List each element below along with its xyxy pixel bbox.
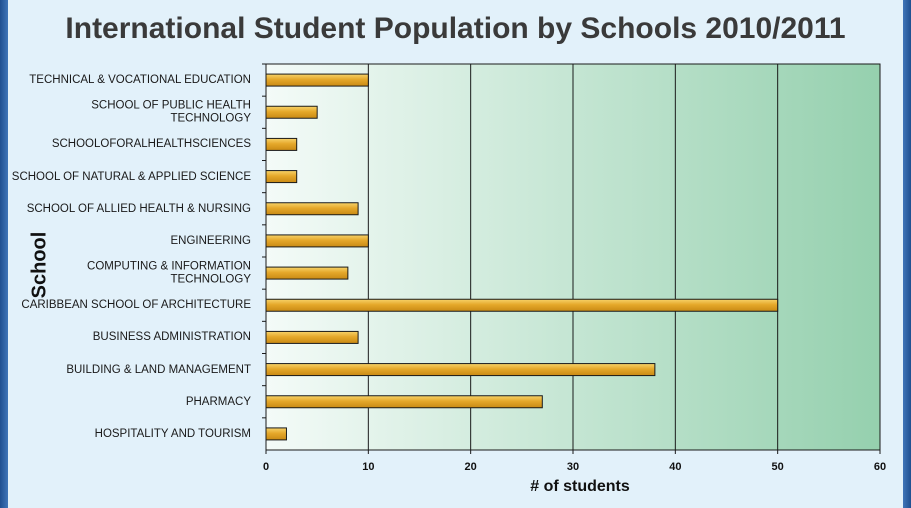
category-label: HOSPITALITY AND TOURISM (94, 427, 251, 440)
category-label: PHARMACY (185, 395, 251, 408)
chart-title: International Student Population by Scho… (65, 12, 846, 45)
x-tick-label: 10 (362, 461, 374, 473)
bar (265, 73, 369, 87)
category-label: SCHOOL OF ALLIED HEALTH & NURSING (26, 202, 251, 215)
bar (265, 266, 349, 280)
bar (265, 170, 298, 184)
category-label: TECHNICAL & VOCATIONAL EDUCATION (29, 73, 251, 86)
bar-chart: 0 10 20 30 40 50 60 (262, 63, 886, 473)
bar (265, 330, 359, 344)
category-label: COMPUTING & INFORMATION TECHNOLOGY (87, 260, 251, 286)
category-label: SCHOOLOFORALHEALTHSCIENCES (51, 138, 251, 151)
bar (265, 427, 287, 441)
bar (265, 137, 298, 151)
category-label: BUSINESS ADMINISTRATION (92, 331, 251, 344)
x-axis-label: # of students (530, 478, 630, 495)
category-label: BUILDING & LAND MANAGEMENT (66, 363, 251, 376)
bar (265, 395, 543, 409)
bar (265, 298, 779, 312)
bar (265, 105, 318, 119)
x-tick-label: 30 (567, 461, 579, 473)
category-label: SCHOOL OF NATURAL & APPLIED SCIENCE (11, 170, 251, 183)
x-tick-label: 60 (874, 461, 886, 473)
category-label: CARIBBEAN SCHOOL OF ARCHITECTURE (21, 299, 251, 311)
category-label: SCHOOL OF PUBLIC HEALTH TECHNOLOGY (91, 99, 251, 125)
bar (265, 202, 359, 216)
bar (265, 234, 369, 248)
x-tick-label: 50 (772, 461, 784, 473)
chart-panel: International Student Population by Scho… (8, 0, 903, 508)
x-tick-label: 0 (263, 461, 269, 473)
bar (265, 363, 656, 377)
x-tick-label: 40 (669, 461, 681, 473)
category-label: ENGINEERING (170, 234, 251, 247)
x-tick-label: 20 (465, 461, 477, 473)
